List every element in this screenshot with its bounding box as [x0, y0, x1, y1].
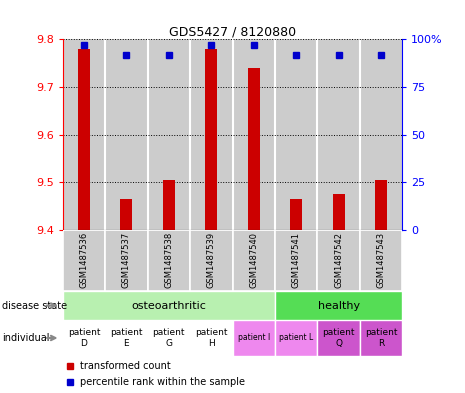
Bar [147, 320, 190, 356]
Text: disease state: disease state [2, 301, 67, 310]
Bar [290, 199, 302, 230]
Bar [190, 230, 232, 291]
Title: GDS5427 / 8120880: GDS5427 / 8120880 [169, 25, 296, 38]
Text: patient I: patient I [238, 334, 270, 342]
Bar [317, 39, 360, 230]
Bar [105, 39, 147, 230]
Text: patient
H: patient H [195, 328, 227, 348]
Bar [105, 320, 147, 356]
Bar [360, 320, 402, 356]
Bar [63, 230, 105, 291]
Bar [275, 320, 317, 356]
Text: GSM1487537: GSM1487537 [122, 232, 131, 288]
Text: GSM1487536: GSM1487536 [80, 232, 88, 288]
Text: patient
G: patient G [153, 328, 185, 348]
Text: patient
R: patient R [365, 328, 397, 348]
Text: patient L: patient L [279, 334, 313, 342]
Bar [332, 194, 345, 230]
Text: GSM1487538: GSM1487538 [164, 232, 173, 288]
Bar [190, 39, 232, 230]
Text: osteoarthritic: osteoarthritic [132, 301, 206, 310]
Text: GSM1487540: GSM1487540 [249, 232, 258, 288]
Text: patient
E: patient E [110, 328, 143, 348]
Bar [275, 39, 317, 230]
Bar [248, 68, 259, 230]
Bar [206, 49, 217, 230]
Bar [105, 230, 147, 291]
Bar [317, 320, 360, 356]
Bar [63, 291, 275, 320]
Bar [275, 291, 402, 320]
Text: GSM1487539: GSM1487539 [207, 232, 216, 288]
Text: GSM1487541: GSM1487541 [292, 232, 301, 288]
Bar [360, 39, 402, 230]
Text: GSM1487542: GSM1487542 [334, 232, 343, 288]
Text: patient
D: patient D [68, 328, 100, 348]
Bar [63, 39, 105, 230]
Text: healthy: healthy [318, 301, 359, 310]
Bar [360, 230, 402, 291]
Bar [232, 320, 275, 356]
Bar [78, 49, 90, 230]
Bar [232, 230, 275, 291]
Bar [147, 39, 190, 230]
Bar [190, 320, 232, 356]
Bar [147, 230, 190, 291]
Bar [120, 199, 133, 230]
Text: transformed count: transformed count [80, 362, 171, 371]
Text: percentile rank within the sample: percentile rank within the sample [80, 377, 245, 387]
Bar [317, 230, 360, 291]
Text: patient
Q: patient Q [322, 328, 355, 348]
Bar [163, 180, 175, 230]
Text: individual: individual [2, 333, 50, 343]
Bar [232, 39, 275, 230]
Bar [63, 320, 105, 356]
Text: GSM1487543: GSM1487543 [377, 232, 385, 288]
Bar [275, 230, 317, 291]
Bar [375, 180, 387, 230]
